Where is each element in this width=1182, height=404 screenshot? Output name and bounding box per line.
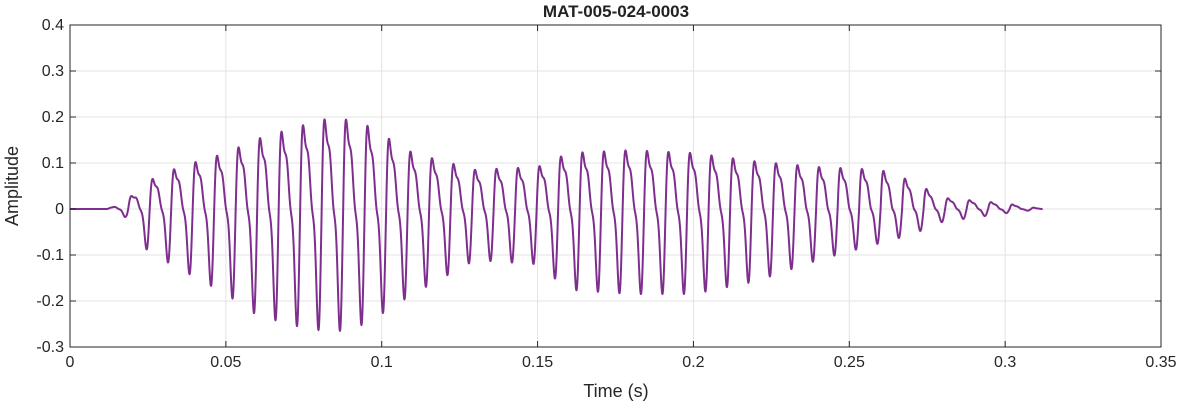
y-tick-label: 0.4 xyxy=(42,17,64,34)
y-axis-label: Amplitude xyxy=(2,146,22,226)
x-axis: 0 0.05 0.1 0.15 0.2 0.25 0.3 0.35 xyxy=(66,25,1177,371)
y-tick-label: 0.3 xyxy=(42,63,64,80)
x-tick-label: 0.2 xyxy=(682,354,704,371)
x-tick-label: 0.05 xyxy=(210,354,241,371)
y-tick-label: -0.3 xyxy=(36,339,64,356)
x-axis-label: Time (s) xyxy=(583,381,648,401)
y-tick-label: -0.2 xyxy=(36,293,64,310)
x-tick-label: 0.35 xyxy=(1145,354,1176,371)
y-axis: -0.3 -0.2 -0.1 0 0.1 0.2 0.3 0.4 xyxy=(36,17,1161,356)
y-tick-label: 0.1 xyxy=(42,155,64,172)
x-tick-label: 0 xyxy=(66,354,75,371)
chart-title: MAT-005-024-0003 xyxy=(543,2,689,21)
x-tick-label: 0.1 xyxy=(371,354,393,371)
x-tick-label: 0.3 xyxy=(994,354,1016,371)
plot-series xyxy=(70,118,1044,332)
x-tick-label: 0.25 xyxy=(834,354,865,371)
axes-box xyxy=(69,24,1162,348)
x-tick-label: 0.15 xyxy=(522,354,553,371)
waveform-line xyxy=(70,118,1044,332)
y-tick-label: 0 xyxy=(55,201,64,218)
y-tick-label: 0.2 xyxy=(42,109,64,126)
y-tick-label: -0.1 xyxy=(36,247,64,264)
